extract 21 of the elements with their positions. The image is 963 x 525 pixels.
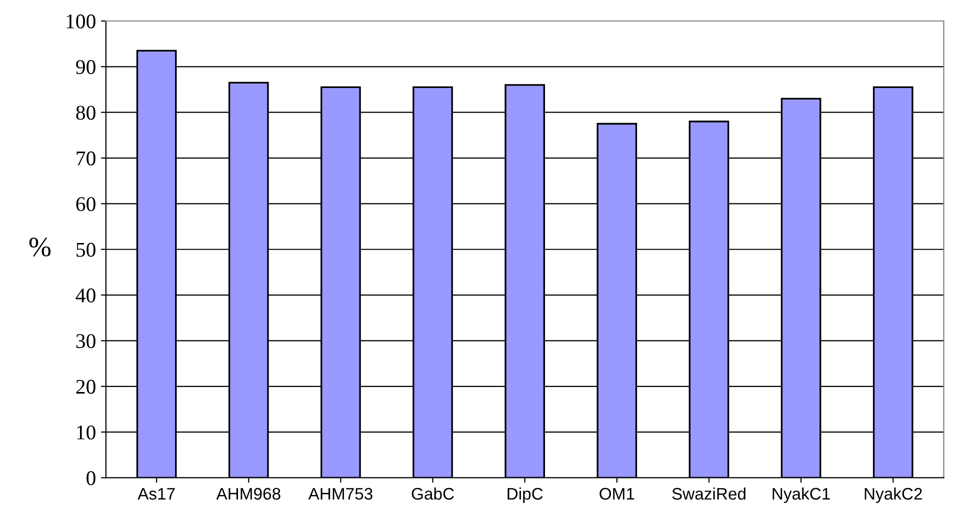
y-tick-label: 90	[76, 60, 96, 74]
x-tick-label: AHM753	[308, 488, 372, 500]
y-tick-label: 100	[66, 14, 96, 28]
y-tick-label: 60	[76, 197, 96, 212]
y-tick-label: 30	[76, 334, 96, 348]
x-tick-label: NyakC1	[772, 487, 830, 504]
x-tick-label: GabC	[412, 487, 454, 500]
y-tick-label: 70	[76, 151, 96, 166]
x-tick-label: NyakC2	[864, 487, 922, 504]
y-tick-label: 0	[86, 471, 96, 486]
y-tick-label: 20	[76, 380, 96, 394]
x-tick-label: AHM968	[216, 488, 280, 500]
y-tick-label: 10	[77, 425, 96, 440]
x-tick-label: OM1	[600, 488, 634, 500]
x-tick-label: DipC	[508, 487, 543, 504]
y-axis-title: %	[29, 238, 51, 256]
y-tick-label: 80	[76, 106, 96, 120]
x-tick-label: SwaziRed	[672, 487, 746, 500]
y-tick-label: 40	[76, 288, 96, 302]
y-tick-label: 50	[76, 242, 96, 257]
x-tick-label: As17	[138, 488, 175, 500]
